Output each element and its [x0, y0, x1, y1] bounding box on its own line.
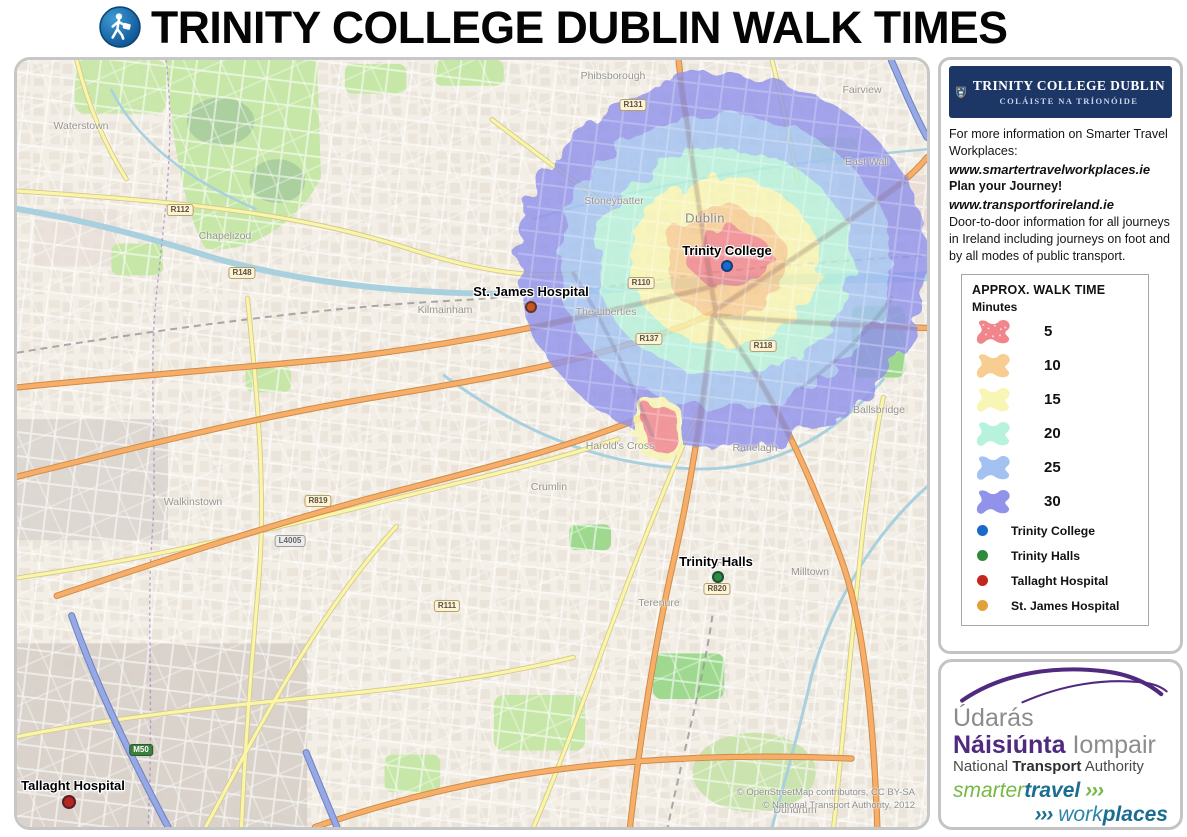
map-area-label: Terenure — [638, 597, 680, 609]
marker-trinity-halls — [712, 571, 724, 583]
road-shield: R137 — [635, 333, 663, 345]
legend-row-25min: 25 — [972, 450, 1138, 484]
map-area-label: Dundrum — [773, 804, 817, 816]
map-area-label: Phibsborough — [580, 70, 646, 82]
legend-marker-tallaght-hospital: Tallaght Hospital — [972, 568, 1138, 593]
road-shield: R820 — [703, 583, 731, 595]
marker-dot-icon — [977, 525, 988, 537]
transport-for-ireland-link[interactable]: www.transportforireland.ie — [949, 196, 1114, 212]
map-area-label: Harold's Cross — [585, 440, 655, 452]
info-line: For more information on Smarter Travel W… — [949, 127, 1168, 159]
road-shield: R819 — [304, 495, 332, 507]
legend-title: APPROX. WALK TIME — [972, 283, 1106, 298]
nta-udaras: Údarás — [953, 704, 1034, 732]
legend-row-30min: 30 — [972, 484, 1138, 518]
map-area-label: Rathgar — [716, 557, 754, 569]
marker-dot-icon — [977, 550, 988, 562]
info-line: Door-to-door information for all journey… — [949, 214, 1170, 264]
map-area-label: Kilmainham — [417, 304, 473, 316]
page-title: TRINITY COLLEGE DUBLIN WALK TIMES — [151, 2, 1008, 53]
map-attribution: © OpenStreetMap contributors, CC BY-SA ©… — [736, 787, 915, 812]
map-area-label: Walkinstown — [163, 496, 223, 508]
nta-logo-panel: Údarás Náisiúnta Iompair National Transp… — [938, 659, 1183, 830]
legend-marker-trinity-halls: Trinity Halls — [972, 543, 1138, 568]
marker-dot-icon — [977, 575, 988, 587]
walk-time-map: Phibsborough Fairview East Wall Dublin S… — [14, 57, 930, 830]
legend-minutes: 10 — [1044, 356, 1061, 374]
pedestrian-icon — [99, 6, 141, 48]
tcd-banner-subtitle: COLÁISTE NA TRÍONÓIDE — [999, 96, 1139, 106]
marker-label-trinity-halls: Trinity Halls — [679, 554, 753, 569]
info-line: Plan your Journey! — [949, 179, 1063, 194]
map-area-label: Ballsbridge — [853, 404, 905, 416]
road-shield: R118 — [749, 340, 777, 352]
legend-minutes: 20 — [1044, 424, 1061, 442]
map-area-label: Chapelizod — [198, 230, 252, 242]
nta-swoosh-icon — [960, 667, 1168, 704]
map-area-label: Stoneybatter — [584, 195, 644, 207]
nta-national-transport-authority: National Transport Authority — [953, 757, 1144, 775]
marker-label-trinity-college: Trinity College — [682, 243, 772, 258]
legend-minutes: 5 — [1044, 322, 1053, 340]
map-area-label: The Liberties — [575, 306, 637, 318]
marker-trinity-college — [721, 260, 733, 272]
walk-time-legend: APPROX. WALK TIME Minutes 5 — [961, 274, 1149, 627]
map-area-label: Waterstown — [53, 120, 109, 132]
road-shield: R110 — [627, 277, 655, 289]
legend-marker-trinity-college: Trinity College — [972, 518, 1138, 543]
info-text-block: For more information on Smarter Travel W… — [949, 126, 1172, 265]
map-area-label: Fairview — [842, 84, 882, 96]
tcd-crest-icon — [956, 86, 966, 98]
map-area-label: East Wall — [845, 156, 889, 168]
legend-marker-st-james-hospital: St. James Hospital — [972, 593, 1138, 618]
legend-row-5min: 5 — [972, 314, 1138, 348]
legend-row-10min: 10 — [972, 348, 1138, 382]
basemap-canvas — [17, 60, 927, 827]
road-shield: R148 — [228, 267, 256, 279]
legend-minutes: 15 — [1044, 390, 1061, 408]
marker-dot-icon — [977, 600, 988, 612]
map-area-label: Crumlin — [530, 481, 568, 493]
tcd-banner: TRINITY COLLEGE DUBLIN COLÁISTE NA TRÍON… — [949, 66, 1172, 118]
marker-label-st-james-hospital: St. James Hospital — [473, 284, 589, 299]
road-shield: M50 — [129, 744, 153, 756]
road-shield: R112 — [166, 204, 194, 216]
road-shield: L4005 — [274, 535, 306, 547]
nta-naisiunta-iompair: Náisiúnta Iompair — [953, 730, 1156, 759]
workplaces-logo: ››› workplaces — [1034, 802, 1168, 826]
map-area-label: Ranelagh — [732, 442, 778, 454]
road-shield: R111 — [433, 600, 461, 612]
legend-minutes: 25 — [1044, 458, 1061, 476]
legend-minutes: 30 — [1044, 492, 1061, 510]
map-area-label: Dublin — [685, 210, 725, 226]
legend-row-20min: 20 — [972, 416, 1138, 450]
info-sidebar: TRINITY COLLEGE DUBLIN COLÁISTE NA TRÍON… — [938, 57, 1183, 654]
road-shield: R131 — [619, 99, 647, 111]
marker-tallaght-hospital — [62, 795, 76, 809]
smarter-travel-logo: smartertravel ››› — [953, 778, 1104, 802]
map-area-label: Milltown — [791, 566, 829, 578]
legend-row-15min: 15 — [972, 382, 1138, 416]
walk-zone-swatch-icon — [976, 320, 1010, 345]
marker-label-tallaght-hospital: Tallaght Hospital — [21, 778, 125, 793]
legend-subtitle: Minutes — [972, 300, 1018, 315]
map-overlay: Phibsborough Fairview East Wall Dublin S… — [17, 60, 927, 827]
marker-st-james-hospital — [525, 301, 537, 313]
smarter-travel-link[interactable]: www.smartertravelworkplaces.ie — [949, 161, 1151, 177]
tcd-banner-title: TRINITY COLLEGE DUBLIN — [972, 78, 1165, 93]
